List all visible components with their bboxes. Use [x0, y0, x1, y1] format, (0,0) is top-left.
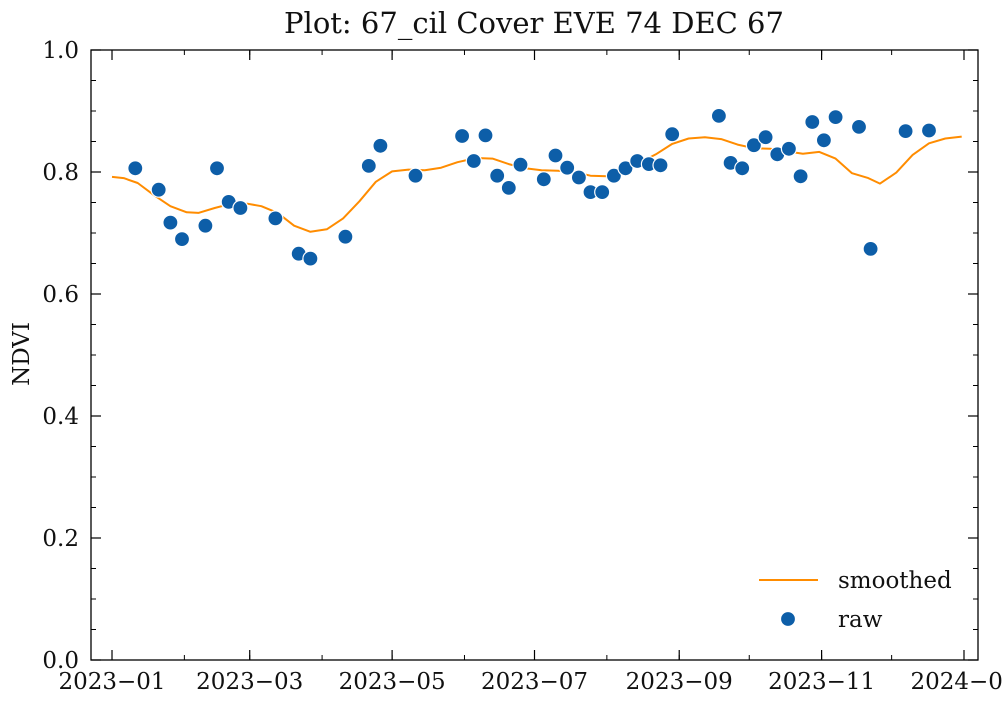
x-tick-label: 2023−07 [481, 669, 588, 695]
raw-point [815, 132, 833, 149]
y-tick-label: 0.6 [42, 282, 79, 308]
raw-point [454, 127, 471, 145]
x-tick-label: 2023−03 [196, 669, 303, 695]
raw-point [617, 160, 634, 177]
raw-point [477, 127, 494, 144]
raw-point [547, 147, 564, 164]
raw-point [162, 214, 179, 231]
raw-point [897, 123, 914, 140]
raw-point [535, 171, 552, 188]
raw-point [500, 179, 517, 196]
raw-point [407, 167, 424, 184]
raw-point [150, 181, 167, 198]
raw-point [372, 137, 389, 154]
legend: smoothed raw [759, 568, 952, 633]
raw-point [465, 152, 482, 170]
raw-point [197, 217, 214, 234]
x-tick-label: 2023−09 [626, 669, 733, 695]
raw-point [489, 167, 506, 184]
y-tick-label: 1.0 [42, 38, 79, 64]
raw-point [127, 160, 144, 177]
raw-point [827, 108, 844, 126]
raw-point [512, 156, 529, 173]
smoothed-line [111, 135, 962, 233]
y-tick-label: 0.8 [42, 160, 79, 186]
raw-point [780, 140, 798, 157]
raw-point [792, 168, 809, 185]
legend-label: smoothed [838, 568, 952, 594]
raw-point [652, 157, 669, 174]
raw-point [208, 160, 226, 177]
raw-point [862, 240, 879, 257]
y-tick-label: 0.4 [42, 404, 79, 430]
chart-title: Plot: 67_cil Cover EVE 74 DEC 67 [284, 6, 784, 41]
y-tick-label: 0.0 [42, 648, 79, 674]
raw-point [594, 184, 611, 201]
x-tick-label: 2024−01 [910, 669, 1003, 695]
raw-point [267, 210, 284, 227]
raw-point [745, 137, 763, 154]
y-axis-label: NDVI [9, 322, 35, 386]
raw-point [232, 199, 249, 217]
legend-marker-swatch [779, 610, 797, 628]
raw-point [559, 159, 576, 176]
plot-area: 2023−01 2023−03 2023−05 2023−07 2023−09 2023−… [42, 38, 1003, 695]
raw-point [850, 118, 868, 136]
raw-point [360, 157, 377, 174]
raw-point [337, 228, 354, 245]
raw-point [804, 113, 821, 131]
raw-point [570, 169, 588, 186]
raw-point [605, 167, 623, 184]
raw-point [710, 107, 728, 125]
x-tick-label: 2023−01 [58, 669, 165, 695]
raw-point [920, 122, 938, 139]
x-tick-label: 2023−05 [339, 669, 446, 695]
raw-point [173, 231, 191, 248]
raw-point [757, 129, 774, 146]
y-tick-label: 0.2 [42, 526, 79, 552]
raw-point [664, 126, 681, 143]
legend-label: raw [838, 607, 883, 633]
raw-point [302, 250, 319, 267]
x-tick-label: 2023−11 [768, 669, 875, 695]
raw-point [734, 160, 751, 177]
